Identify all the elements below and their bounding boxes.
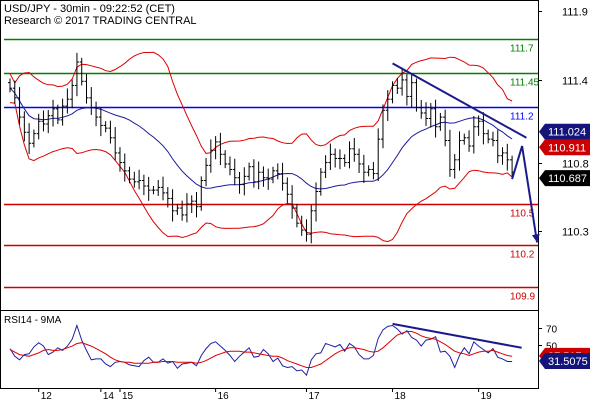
rsi-series-1 [9,331,513,368]
price-badge-2-bg [539,170,590,187]
x-tick-label-1: 14 [103,391,115,400]
bollinger-lower [9,102,513,243]
x-tick-label-0: 12 [41,391,53,400]
rsi-badge-1-label: 31.5075 [548,356,588,368]
candles [8,52,515,244]
rsi-y-tick-label-1: 50 [546,342,558,353]
trendlines [392,62,527,139]
y-tick-label-2: 110.8 [562,159,589,171]
header-line2: Research © 2017 TRADING CENTRAL [4,15,197,27]
bollinger-bands [9,51,513,243]
level-label-3: 110.5 [510,209,535,220]
rsi-series-0 [9,323,513,377]
y-tick-label-0: 111.9 [562,7,588,19]
chart-frame [0,0,539,389]
axes: 111.9 111.4 110.8 110.3 12 14 15 16 17 18 19 70 50 [38,7,589,402]
level-label-1: 111.45 [510,78,540,89]
price-badge-1-bg [539,139,590,156]
bollinger-upper [9,51,513,154]
rsi-badge-1-bg [539,353,590,370]
price-badge-0-bg [539,123,590,140]
projection-arrow [511,145,540,243]
projection-arrowhead [531,233,540,243]
x-tick-label-3: 16 [218,391,230,400]
level-label-2: 111.2 [510,112,534,123]
moving-average-line [9,87,513,190]
price-badge-0-label: 111.024 [548,127,586,139]
plot-border [0,0,539,389]
price-badge-2-label: 110.687 [548,173,587,185]
level-label-5: 109.9 [510,292,535,303]
projection-path [511,145,539,243]
level-label-4: 110.2 [510,250,535,261]
moving-average [9,87,513,190]
x-tick-label-2: 15 [122,391,134,400]
rsi-panel: RSI14 - 9MA [4,315,522,377]
y-tick-label-3: 110.3 [562,227,589,239]
rsi-y-tick-label-0: 70 [546,325,558,336]
header-line1: USD/JPY - 30min - 09:22:52 (CET) [4,3,175,15]
x-tick-label-6: 19 [481,391,493,400]
level-label-0: 111.7 [510,44,534,55]
price-badge-1-label: 110.911 [548,142,586,154]
price-trendline-0 [392,62,527,139]
rsi-title: RSI14 - 9MA [4,315,62,326]
x-tick-label-4: 17 [308,391,320,400]
x-tick-label-5: 18 [395,391,407,400]
rsi-trendline-0 [392,322,522,349]
horizontal-levels: 111.7 111.45 111.2 110.5 110.2 109.9 [4,38,540,303]
y-tick-label-1: 111.4 [562,76,588,88]
